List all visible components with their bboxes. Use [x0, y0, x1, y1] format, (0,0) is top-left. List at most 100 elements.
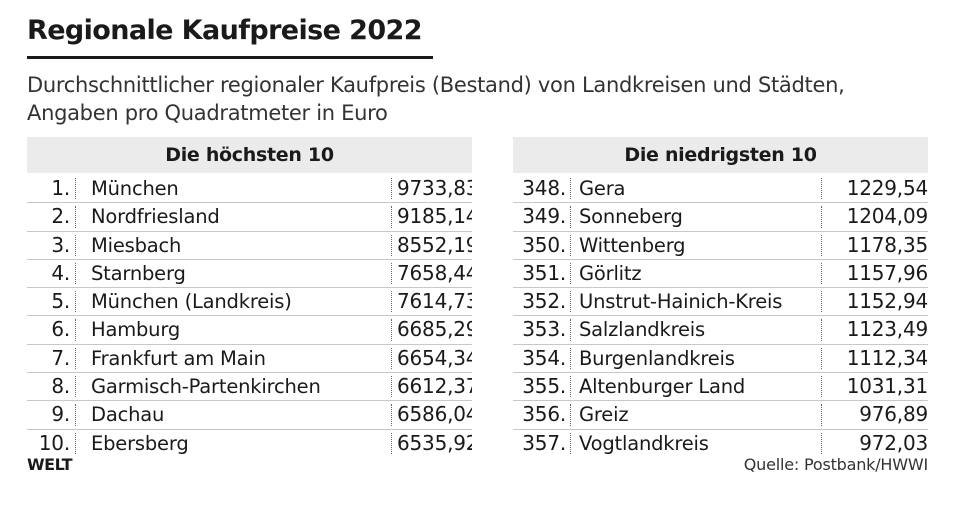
rank-cell: 354. — [522, 345, 566, 370]
rank-cell: 5. — [51, 289, 70, 314]
region-name-cell: Ebersberg — [91, 431, 189, 455]
region-name-cell: Wittenberg — [579, 233, 686, 257]
rank-cell: 357. — [522, 430, 566, 455]
price-cell: 9733,83 — [397, 176, 472, 200]
source-note: Quelle: Postbank/HWWI — [743, 455, 928, 474]
rank-cell: 2. — [51, 204, 70, 229]
price-cell: 6612,37 — [397, 374, 472, 399]
dotted-separator — [75, 291, 76, 313]
dotted-separator — [570, 376, 571, 398]
region-name-cell: Dachau — [91, 403, 165, 427]
region-name-cell: Görlitz — [579, 261, 642, 285]
price-cell: 1123,49 — [846, 317, 928, 342]
rank-cell: 348. — [522, 176, 566, 200]
dotted-separator — [75, 376, 76, 398]
dotted-separator — [821, 319, 822, 341]
rank-cell: 355. — [522, 374, 566, 399]
price-cell: 1157,96 — [846, 260, 928, 285]
dotted-separator — [75, 206, 76, 228]
rank-cell: 353. — [522, 317, 566, 342]
dotted-separator — [391, 319, 392, 341]
highest-table-heading: Die höchsten 10 — [27, 137, 472, 173]
dotted-separator — [75, 404, 76, 426]
price-cell: 976,89 — [859, 402, 928, 427]
price-cell: 6535,92 — [397, 430, 472, 455]
rank-cell: 351. — [522, 260, 566, 285]
dotted-separator — [391, 234, 392, 256]
price-cell: 1229,54 — [846, 176, 928, 200]
page-title: Regionale Kaufpreise 2022 — [27, 15, 423, 46]
dotted-separator — [391, 178, 392, 200]
dotted-separator — [821, 178, 822, 200]
rank-cell: 352. — [522, 289, 566, 314]
rank-cell: 7. — [51, 345, 70, 370]
dotted-separator — [391, 347, 392, 370]
title-underline — [27, 56, 433, 59]
region-name-cell: München (Landkreis) — [91, 290, 292, 314]
dotted-separator — [391, 404, 392, 426]
price-cell: 6654,34 — [397, 345, 472, 370]
rank-cell: 1. — [51, 176, 70, 200]
rank-cell: 350. — [522, 232, 566, 257]
table-row: 355. Altenburger Land 1031,31 — [513, 373, 928, 402]
region-name-cell: Starnberg — [91, 261, 186, 285]
rank-cell: 9. — [51, 402, 70, 427]
price-cell: 6685,29 — [397, 317, 472, 342]
dotted-separator — [570, 262, 571, 285]
dotted-separator — [821, 347, 822, 370]
rank-cell: 3. — [51, 232, 70, 257]
table-row: 1. München 9733,83 — [27, 175, 472, 204]
dotted-separator — [391, 206, 392, 228]
region-name-cell: München — [91, 177, 179, 200]
table-row: 356. Greiz 976,89 — [513, 401, 928, 430]
region-name-cell: Altenburger Land — [579, 375, 746, 399]
dotted-separator — [821, 262, 822, 285]
table-row: 351. Görlitz 1157,96 — [513, 260, 928, 289]
welt-logo: WELT — [27, 455, 73, 474]
table-row: 352. Unstrut-Hainich-Kreis 1152,94 — [513, 288, 928, 317]
dotted-separator — [75, 432, 76, 454]
dotted-separator — [570, 206, 571, 228]
price-cell: 9185,14 — [397, 204, 472, 229]
highest-table: Die höchsten 10 1. München 9733,83 2. Nordfr… — [27, 137, 472, 457]
dotted-separator — [75, 347, 76, 370]
rank-cell: 8. — [51, 374, 70, 399]
price-cell: 7658,44 — [397, 260, 472, 285]
dotted-separator — [75, 234, 76, 256]
region-name-cell: Burgenlandkreis — [579, 346, 735, 370]
region-name-cell: Miesbach — [91, 233, 182, 257]
region-name-cell: Greiz — [579, 403, 629, 427]
region-name-cell: Vogtlandkreis — [579, 431, 709, 455]
dotted-separator — [821, 206, 822, 228]
dotted-separator — [821, 376, 822, 398]
price-cell: 7614,73 — [397, 289, 472, 314]
dotted-separator — [570, 234, 571, 256]
price-cell: 8552,19 — [397, 232, 472, 257]
table-row: 10. Ebersberg 6535,92 — [27, 430, 472, 457]
price-cell: 1152,94 — [846, 289, 928, 314]
rank-cell: 10. — [38, 430, 70, 455]
region-name-cell: Sonneberg — [579, 205, 683, 229]
dotted-separator — [391, 376, 392, 398]
dotted-separator — [75, 319, 76, 341]
table-row: 349. Sonneberg 1204,09 — [513, 203, 928, 232]
lowest-table-heading: Die niedrigsten 10 — [513, 137, 928, 173]
page-subtitle: Durchschnittlicher regionaler Kaufpreis … — [27, 73, 845, 125]
dotted-separator — [391, 262, 392, 285]
region-name-cell: Hamburg — [91, 318, 180, 342]
price-cell: 1031,31 — [846, 374, 928, 399]
rank-cell: 6. — [51, 317, 70, 342]
region-name-cell: Nordfriesland — [91, 205, 220, 229]
table-row: 354. Burgenlandkreis 1112,34 — [513, 345, 928, 374]
table-row: 3. Miesbach 8552,19 — [27, 232, 472, 260]
price-cell: 1112,34 — [846, 345, 928, 370]
table-row: 2. Nordfriesland 9185,14 — [27, 203, 472, 232]
price-cell: 1204,09 — [846, 204, 928, 229]
lowest-table-body: 348. Gera 1229,54 349. Sonneberg 1204,09 350. W… — [513, 175, 928, 457]
table-row: 8. Garmisch-Partenkirchen 6612,37 — [27, 373, 472, 402]
dotted-separator — [75, 178, 76, 200]
dotted-separator — [570, 432, 571, 454]
dotted-separator — [570, 347, 571, 370]
region-name-cell: Unstrut-Hainich-Kreis — [579, 290, 783, 314]
dotted-separator — [821, 291, 822, 313]
